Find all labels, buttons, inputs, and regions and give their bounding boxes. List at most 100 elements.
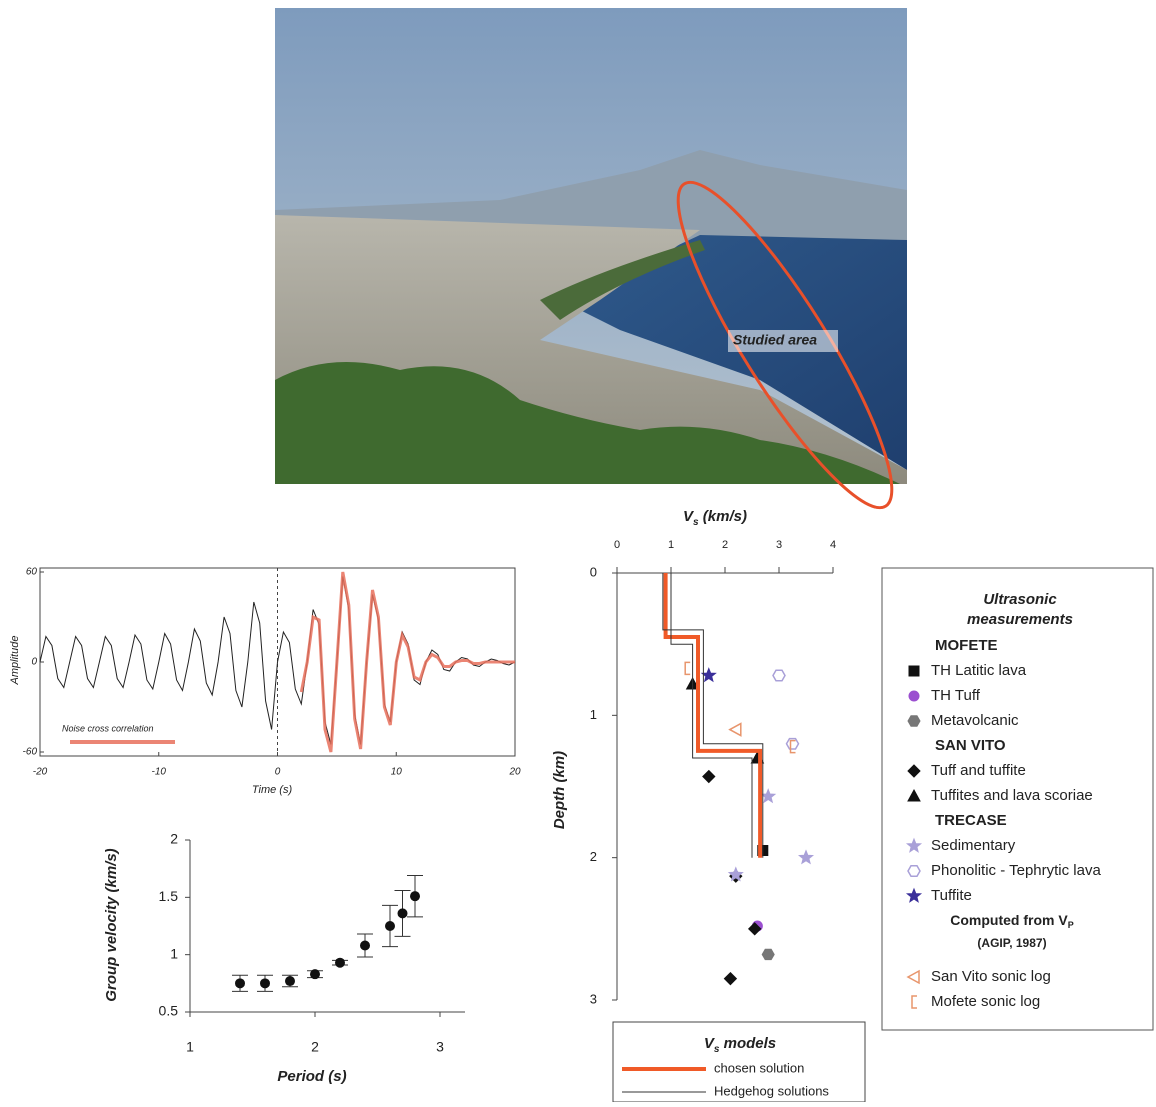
label-part: (km/s) bbox=[699, 508, 747, 525]
legend-label: Noise cross correlation bbox=[62, 723, 154, 733]
marker bbox=[907, 764, 921, 778]
marker bbox=[728, 722, 742, 737]
marker bbox=[911, 995, 917, 1009]
point bbox=[260, 978, 270, 989]
x-tick-label: -20 bbox=[33, 767, 48, 778]
legend-label: Sedimentary bbox=[931, 837, 1016, 854]
study-area-outline bbox=[676, 180, 894, 510]
axes bbox=[616, 572, 833, 1000]
x-tick-label: 0 bbox=[275, 767, 281, 778]
label-part: V bbox=[683, 508, 695, 525]
point bbox=[285, 976, 295, 987]
label-sub: s bbox=[714, 1044, 720, 1055]
legend-label: Tuffites and lava scoriae bbox=[931, 787, 1093, 804]
legend-label: Metavolcanic bbox=[931, 712, 1019, 729]
x-tick-label: 3 bbox=[436, 1039, 444, 1055]
x-axis-label: Period (s) bbox=[277, 1068, 346, 1085]
model-line bbox=[670, 573, 753, 858]
y-tick-label: -60 bbox=[23, 747, 38, 758]
x-tick-label: 3 bbox=[776, 539, 782, 551]
y-tick-label: 0 bbox=[590, 564, 597, 579]
point bbox=[310, 969, 320, 980]
y-tick-label: 0.5 bbox=[159, 1003, 179, 1019]
x-axis-label: Vs (km/s) bbox=[683, 508, 747, 528]
label-sub: P bbox=[1068, 920, 1074, 930]
marker bbox=[702, 769, 716, 784]
trees bbox=[540, 240, 705, 320]
y-axis-label: Group velocity (km/s) bbox=[103, 848, 120, 1001]
marker bbox=[907, 788, 921, 802]
marker bbox=[785, 737, 800, 750]
foreground-trees bbox=[275, 362, 900, 484]
marker bbox=[772, 669, 786, 682]
legend-title: Ultrasonic bbox=[983, 591, 1057, 608]
marker bbox=[761, 948, 775, 961]
measurements-legend-box bbox=[881, 567, 1154, 1031]
axes bbox=[189, 840, 465, 1013]
marker bbox=[905, 837, 923, 853]
legend-group-heading: MOFETE bbox=[935, 637, 998, 654]
mountain bbox=[275, 150, 907, 240]
label-backdrop bbox=[728, 330, 838, 352]
legend-label: chosen solution bbox=[714, 1060, 804, 1075]
sea bbox=[560, 235, 907, 470]
legend-label: Tuffite bbox=[931, 887, 972, 904]
marker bbox=[684, 661, 691, 676]
marker bbox=[727, 866, 744, 882]
y-axis-label: Amplitude bbox=[9, 636, 21, 686]
legend-title: measurements bbox=[967, 611, 1073, 628]
label-part: models bbox=[719, 1035, 776, 1052]
legend-note: (AGIP, 1987) bbox=[977, 936, 1046, 950]
y-tick-label: 1 bbox=[170, 945, 178, 961]
models-legend-box bbox=[612, 1021, 866, 1103]
marker bbox=[907, 865, 921, 877]
marker bbox=[905, 887, 923, 903]
y-axis-label: Depth (km) bbox=[551, 751, 568, 829]
photo-annotation: Studied area bbox=[733, 332, 817, 348]
point bbox=[235, 978, 245, 989]
marker bbox=[723, 971, 738, 986]
marker bbox=[797, 849, 815, 865]
x-tick-label: 2 bbox=[722, 539, 728, 551]
point bbox=[410, 891, 420, 902]
y-tick-label: 0 bbox=[31, 657, 37, 668]
x-tick-label: 10 bbox=[391, 767, 403, 778]
y-tick-label: 2 bbox=[590, 849, 597, 864]
legend-label: Hedgehog solutions bbox=[714, 1083, 829, 1098]
marker bbox=[908, 665, 920, 677]
label-sub: s bbox=[693, 517, 699, 528]
legend-label: TH Tuff bbox=[931, 687, 981, 704]
legend-group-heading: SAN VITO bbox=[935, 737, 1006, 754]
y-tick-label: 60 bbox=[26, 567, 38, 578]
legend-label: San Vito sonic log bbox=[931, 968, 1051, 985]
y-tick-label: 1.5 bbox=[159, 888, 179, 904]
point bbox=[385, 921, 395, 931]
model-line bbox=[662, 573, 764, 858]
marker bbox=[789, 739, 796, 754]
x-tick-label: 0 bbox=[614, 539, 620, 551]
x-tick-label: 1 bbox=[668, 539, 674, 551]
legend-group-heading: Computed from VP bbox=[950, 912, 1073, 931]
marker bbox=[700, 667, 717, 683]
x-tick-label: 4 bbox=[830, 539, 836, 551]
x-tick-label: 2 bbox=[311, 1039, 319, 1055]
y-tick-label: 2 bbox=[170, 831, 178, 847]
x-axis-label: Time (s) bbox=[252, 784, 293, 796]
x-tick-label: 20 bbox=[508, 767, 521, 778]
marker bbox=[907, 715, 921, 727]
series-line bbox=[299, 571, 515, 753]
marker bbox=[747, 922, 762, 936]
marker bbox=[760, 788, 777, 804]
marker bbox=[908, 690, 920, 702]
y-tick-label: 1 bbox=[590, 707, 597, 722]
x-tick-label: 1 bbox=[186, 1039, 194, 1055]
photo: Studied area bbox=[275, 8, 907, 510]
legend-label: Phonolitic - Tephrytic lava bbox=[931, 862, 1101, 879]
x-tick-label: -10 bbox=[152, 767, 167, 778]
models-legend-title: Vs models bbox=[704, 1035, 776, 1055]
legend-label: Mofete sonic log bbox=[931, 993, 1040, 1010]
point bbox=[335, 957, 345, 968]
legend-group-heading: TRECASE bbox=[935, 812, 1007, 829]
point bbox=[397, 908, 408, 919]
marker bbox=[906, 969, 920, 985]
